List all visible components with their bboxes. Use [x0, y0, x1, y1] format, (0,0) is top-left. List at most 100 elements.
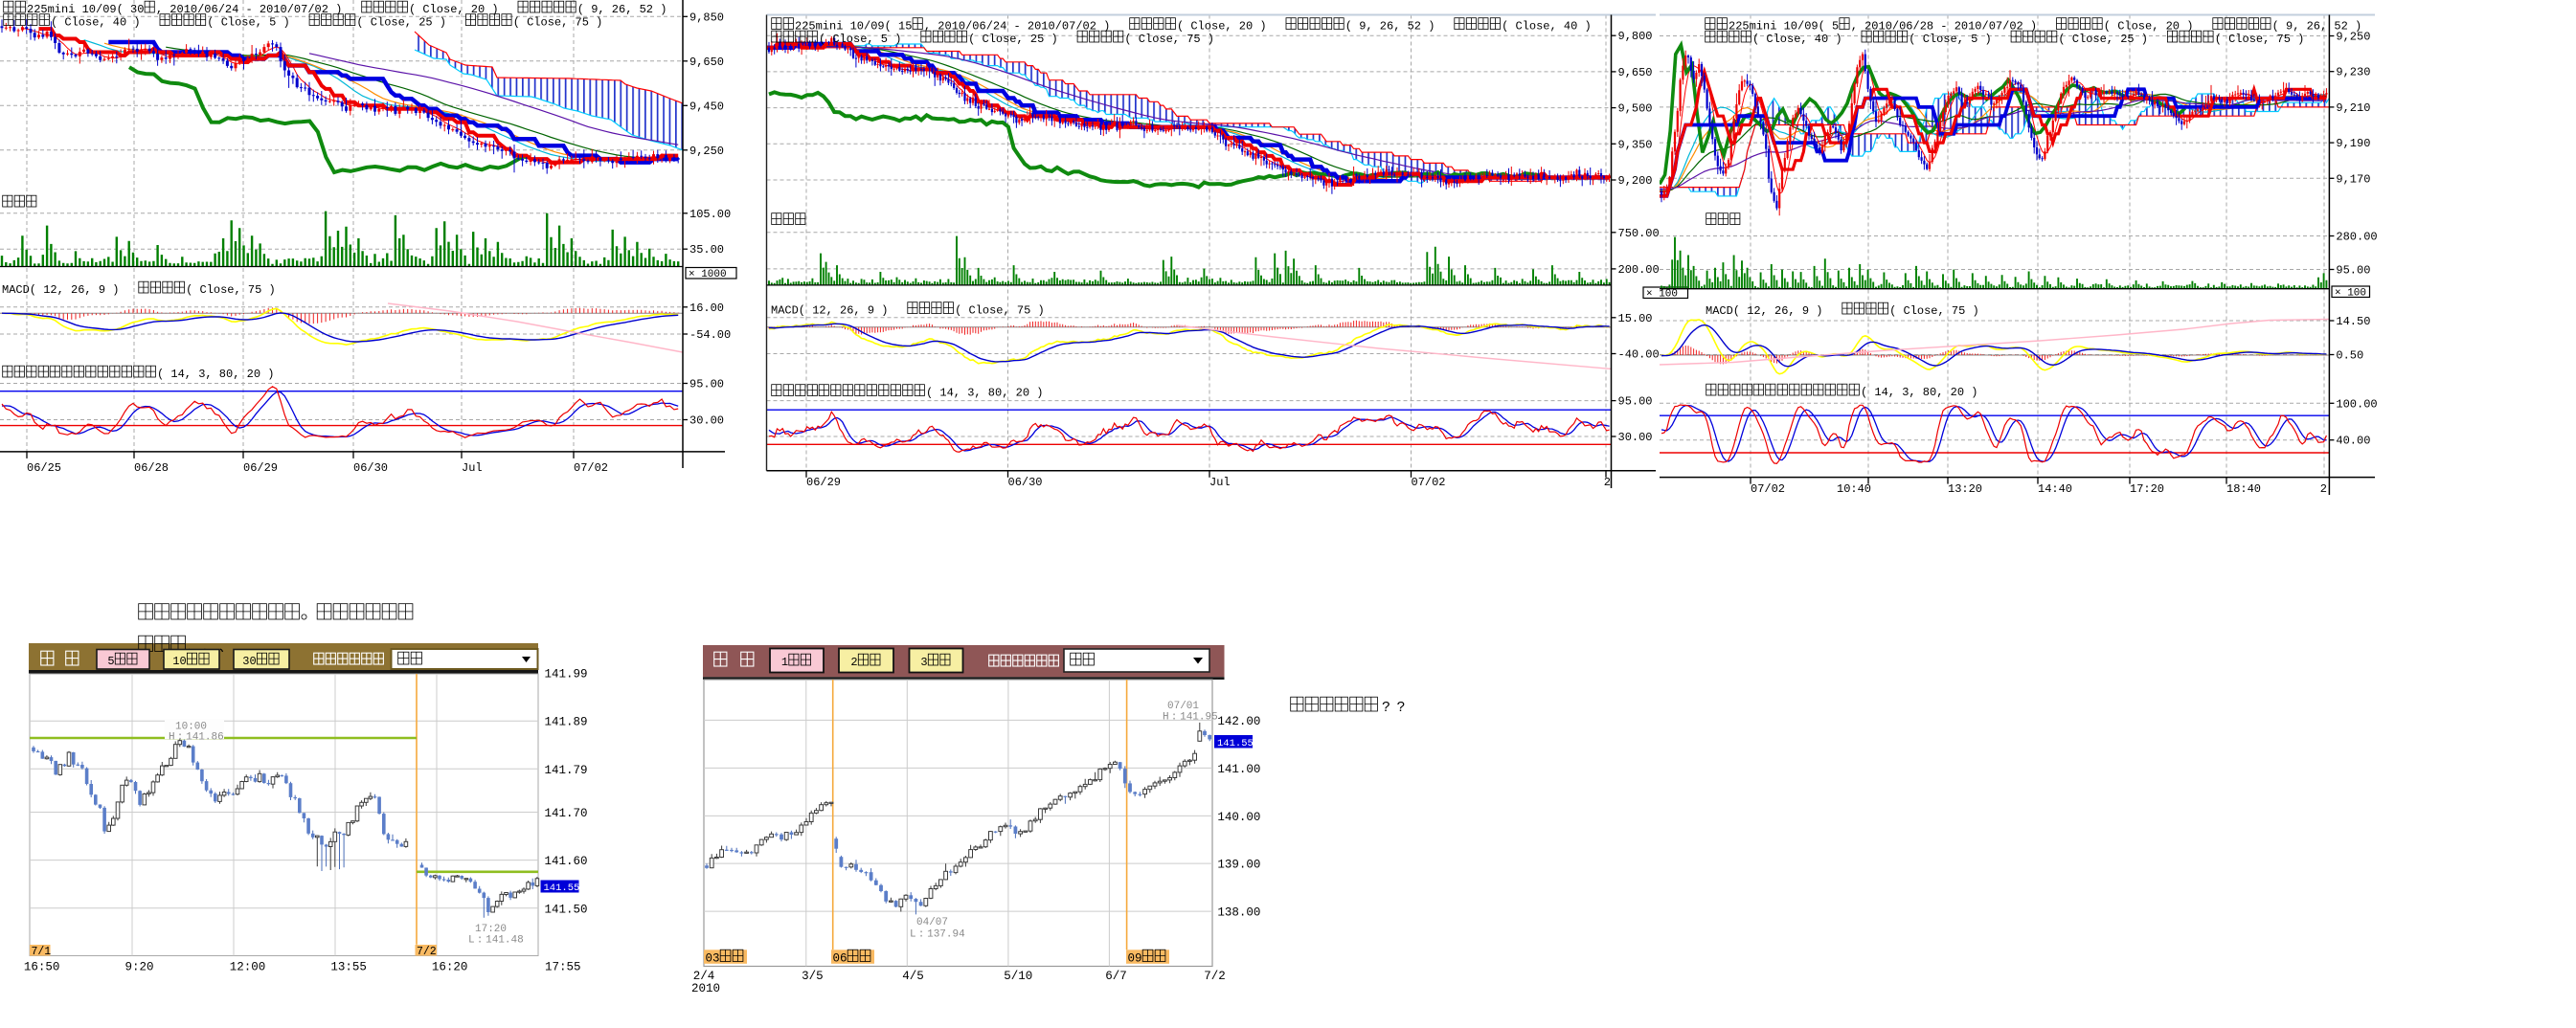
- svg-text:06: 06: [833, 952, 847, 966]
- svg-text:100.00: 100.00: [2336, 397, 2377, 411]
- svg-text:95.00: 95.00: [1618, 395, 1653, 409]
- svg-text:( Close, 5 ): ( Close, 5 ): [207, 16, 289, 30]
- svg-text:( Close, 75 ): ( Close, 75 ): [513, 16, 603, 30]
- svg-text:( 14, 3, 80, 20 ): ( 14, 3, 80, 20 ): [926, 387, 1043, 400]
- svg-text:14.50: 14.50: [2336, 315, 2370, 328]
- svg-text:07/02: 07/02: [1412, 476, 1446, 489]
- svg-text:10:00: 10:00: [175, 722, 207, 733]
- svg-text:141.50: 141.50: [545, 903, 588, 916]
- svg-text:( 9, 26, 52 ): ( 9, 26, 52 ): [577, 3, 667, 16]
- svg-text:225mini 10/09( 5: 225mini 10/09( 5: [1729, 20, 1839, 34]
- svg-text:MACD( 12, 26, 9 ): MACD( 12, 26, 9 ): [771, 304, 888, 318]
- svg-text::: :: [177, 732, 184, 744]
- svg-text:35.00: 35.00: [689, 243, 724, 257]
- svg-text:03: 03: [706, 952, 720, 966]
- svg-text:1: 1: [781, 656, 788, 669]
- svg-text:280.00: 280.00: [2336, 231, 2377, 244]
- svg-text:( Close, 75 ): ( Close, 75 ): [1889, 304, 1979, 318]
- svg-text:L: L: [468, 935, 475, 947]
- svg-text:141.00: 141.00: [1217, 763, 1260, 776]
- svg-text:200.00: 200.00: [1618, 263, 1660, 277]
- svg-text:12:00: 12:00: [230, 961, 266, 974]
- svg-text:( Close, 5 ): ( Close, 5 ): [819, 33, 901, 46]
- svg-text:× 100: × 100: [1646, 289, 1678, 301]
- svg-text:2: 2: [2320, 482, 2327, 496]
- svg-text:( 14, 3, 80, 20 ): ( 14, 3, 80, 20 ): [157, 368, 274, 381]
- svg-text:, 2010/06/24 - 2010/07/02 ): , 2010/06/24 - 2010/07/02 ): [924, 20, 1110, 34]
- svg-text:141.86: 141.86: [186, 732, 224, 744]
- svg-text:30.00: 30.00: [689, 414, 724, 428]
- svg-text:95.00: 95.00: [689, 378, 724, 391]
- svg-text::: :: [477, 935, 484, 947]
- svg-text:3: 3: [920, 656, 927, 669]
- svg-text:138.00: 138.00: [1217, 906, 1260, 920]
- svg-text:MACD( 12, 26, 9 ): MACD( 12, 26, 9 ): [2, 283, 119, 297]
- svg-text:L: L: [910, 929, 916, 941]
- svg-text:( Close, 75 ): ( Close, 75 ): [955, 304, 1045, 318]
- svg-text:9,500: 9,500: [1618, 102, 1653, 116]
- svg-text:0.50: 0.50: [2336, 349, 2363, 363]
- svg-text:141.89: 141.89: [545, 716, 588, 729]
- svg-text:7/2: 7/2: [1204, 970, 1226, 983]
- svg-text:, 2010/06/24 - 2010/07/02 ): , 2010/06/24 - 2010/07/02 ): [156, 3, 342, 16]
- svg-text:9,200: 9,200: [1618, 174, 1653, 188]
- svg-text:( 9, 26, 52 ): ( 9, 26, 52 ): [2272, 20, 2362, 34]
- svg-text:2/4: 2/4: [693, 970, 715, 983]
- svg-text:10: 10: [172, 655, 186, 668]
- svg-text:-40.00: -40.00: [1618, 348, 1660, 362]
- svg-text:( Close, 25 ): ( Close, 25 ): [2058, 33, 2148, 46]
- svg-text:13:55: 13:55: [330, 961, 367, 974]
- svg-text::: :: [918, 929, 925, 941]
- svg-text:9,170: 9,170: [2336, 172, 2370, 186]
- svg-text:( Close, 20 ): ( Close, 20 ): [409, 3, 499, 16]
- svg-text:141.55: 141.55: [1217, 738, 1254, 749]
- svg-text:9,230: 9,230: [2336, 66, 2370, 79]
- svg-text:( Close, 40 ): ( Close, 40 ): [51, 16, 141, 30]
- svg-text:142.00: 142.00: [1217, 715, 1260, 728]
- svg-text:07/01: 07/01: [1167, 701, 1199, 712]
- svg-text:14:40: 14:40: [2038, 482, 2072, 496]
- svg-text:18:40: 18:40: [2226, 482, 2261, 496]
- svg-text:141.79: 141.79: [545, 764, 588, 777]
- svg-text:9,210: 9,210: [2336, 101, 2370, 115]
- svg-text:5/10: 5/10: [1004, 970, 1032, 983]
- svg-text:( Close, 25 ): ( Close, 25 ): [356, 16, 446, 30]
- svg-text:6/7: 6/7: [1105, 970, 1127, 983]
- svg-text:137.94: 137.94: [927, 929, 965, 941]
- svg-text:105.00: 105.00: [689, 208, 731, 221]
- svg-text:15.00: 15.00: [1618, 312, 1653, 325]
- svg-text:06/30: 06/30: [1008, 476, 1043, 489]
- svg-text:( 14, 3, 80, 20 ): ( 14, 3, 80, 20 ): [1861, 386, 1977, 399]
- svg-text:, 2010/06/28 - 2010/07/02 ): , 2010/06/28 - 2010/07/02 ): [1851, 20, 2037, 34]
- svg-text:× 1000: × 1000: [689, 269, 727, 280]
- svg-text:06/25: 06/25: [27, 461, 61, 475]
- svg-text:4/5: 4/5: [902, 970, 924, 983]
- svg-text:141.95: 141.95: [1180, 712, 1218, 724]
- svg-text:-54.00: -54.00: [689, 328, 731, 342]
- svg-text:06/30: 06/30: [353, 461, 388, 475]
- svg-text:07/02: 07/02: [1751, 482, 1785, 496]
- svg-text:( 9, 26, 52 ): ( 9, 26, 52 ): [1345, 20, 1435, 34]
- svg-text:30.00: 30.00: [1618, 431, 1653, 444]
- svg-text:?: ?: [1382, 700, 1390, 716]
- svg-text:9,190: 9,190: [2336, 137, 2370, 150]
- svg-text:225mini 10/09( 15: 225mini 10/09( 15: [795, 20, 912, 34]
- svg-text:9,650: 9,650: [689, 56, 724, 69]
- svg-text:2010: 2010: [691, 982, 720, 995]
- svg-text:2: 2: [850, 656, 857, 669]
- svg-text:06/29: 06/29: [806, 476, 841, 489]
- svg-text:17:55: 17:55: [545, 961, 581, 974]
- svg-text:5: 5: [107, 655, 114, 668]
- svg-text:16:20: 16:20: [432, 961, 468, 974]
- svg-text:( Close, 25 ): ( Close, 25 ): [968, 33, 1058, 46]
- svg-text:141.55: 141.55: [544, 883, 580, 894]
- svg-text:139.00: 139.00: [1217, 859, 1260, 872]
- svg-text:07/02: 07/02: [574, 461, 608, 475]
- svg-text:× 100: × 100: [2335, 288, 2366, 300]
- svg-text:( Close, 5 ): ( Close, 5 ): [1909, 33, 1991, 46]
- svg-text:9,350: 9,350: [1618, 138, 1653, 151]
- svg-text:9,650: 9,650: [1618, 66, 1653, 79]
- svg-text:141.99: 141.99: [545, 668, 588, 682]
- svg-text:16:50: 16:50: [24, 961, 60, 974]
- svg-text:H: H: [1163, 712, 1169, 724]
